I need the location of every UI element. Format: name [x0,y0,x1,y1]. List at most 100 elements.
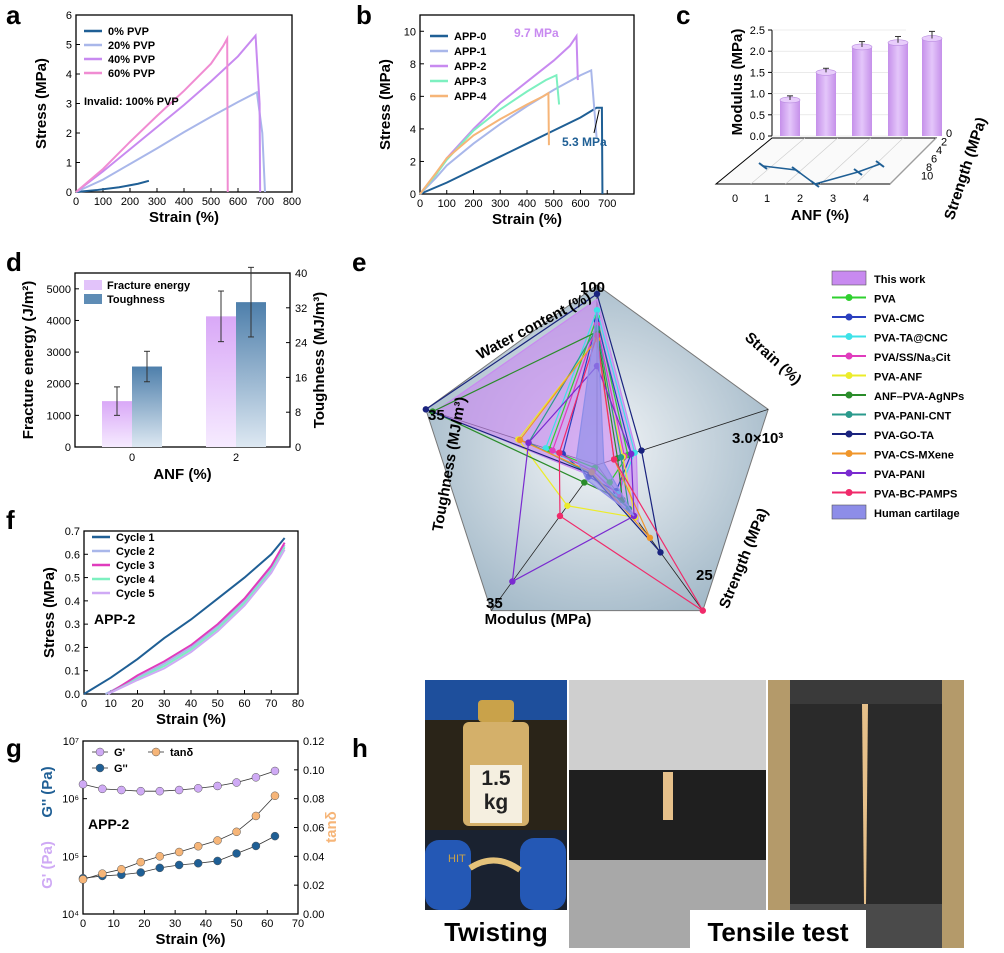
e-legend-label-8: PVA-GO-TA [874,430,934,442]
f-series-line-4 [107,549,286,695]
b-xtick-label: 100 [438,198,456,210]
panel-label-d: d [6,247,22,277]
c-ztick-label: 2.5 [750,25,765,37]
b-xtick-label: 700 [598,198,616,210]
b-legend-label-4: APP-4 [454,91,487,103]
b-legend-label-2: APP-2 [454,61,486,73]
c-ztick-label: 0.5 [750,110,765,122]
a-ytick-label: 4 [66,69,72,81]
e-legend-dot-4 [845,352,853,360]
a-xtick-label: 400 [175,196,193,208]
a-series-line-2 [75,33,262,193]
g-xtick-label: 40 [200,918,212,930]
g-y2label: tanδ [323,811,340,843]
d-y2label: Toughness (MJ/m³) [311,292,328,428]
f-ytick-label: 0.6 [65,549,80,561]
g-point-0-1 [98,784,107,794]
e-point-11-1 [610,456,618,463]
c-xtick-label: 3 [830,193,836,205]
c-ztick-label: 1.5 [750,67,765,79]
chart-g: 0 10 20 30 40 50 60 70 10⁴ 10⁵ 10⁶ 10⁷ 0.00 0.02 0.04 0… [39,736,340,948]
e-point-11-3 [556,512,564,520]
g-point-2-1 [98,869,107,878]
a-legend-label-0: 0% PVP [108,26,149,38]
f-xtick-label: 40 [185,698,197,710]
e-point-11-2 [699,607,707,614]
e-point-9-2 [646,534,654,542]
e-point-8-2 [657,549,664,556]
g-point-2-4 [155,852,165,861]
b-ytick-label: 4 [410,124,416,136]
e-legend-dot-5 [845,372,853,379]
a-xtick-label: 200 [121,196,139,208]
g-point-0-0 [78,780,88,789]
f-xtick-label: 50 [212,698,224,710]
e-series-10 [511,364,635,583]
e-legend-dot-2 [845,313,853,321]
f-xtick-label: 30 [158,698,170,710]
g-point-0-9 [251,773,261,782]
g-legend-label-2: tanδ [170,747,194,759]
tensile-caption-bg [690,910,866,948]
f-xtick-label: 0 [81,698,87,710]
e-point-4-4 [549,447,556,454]
tape-text: HIT [448,853,466,865]
f-series-line-1 [104,544,286,695]
c-bar-4 [922,38,942,137]
e-legend-dot-10 [845,469,853,477]
f-ytick-label: 0.2 [65,642,80,654]
c-ytick-label: 0 [946,128,952,140]
d-y2tick-label: 40 [295,268,307,280]
tensile-caption: Tensile test [707,917,848,947]
f-legend-label-1: Cycle 2 [116,546,155,558]
f-legend-label-3: Cycle 4 [116,574,155,586]
e-legend-label-9: PVA-CS-MXene [874,450,954,462]
a-ylabel: Stress (MPa) [33,58,50,149]
g-xtick-label: 10 [108,918,120,930]
left-glove [425,840,471,910]
e-legend-dot-9 [845,450,853,457]
c-xtick-label: 0 [732,193,738,205]
c-ztick-label: 2.0 [750,46,765,58]
twist-caption-bg [425,910,567,948]
f-ytick-label: 0.5 [65,573,80,585]
c-strength-point-0 [758,162,768,170]
d-ytick-label: 1000 [47,410,71,422]
chart-e: Water content (%) Strain (%)Strength (MPa… [422,270,964,628]
panel-label-b: b [356,0,372,30]
e-legend-label-0: This work [874,274,926,286]
g-point-2-6 [193,841,203,851]
a-xlabel: Strain (%) [149,209,219,226]
b-ytick-label: 6 [410,91,416,103]
f-legend-label-2: Cycle 3 [116,560,155,572]
g-legend-dot-2 [151,747,161,757]
g-xtick-label: 70 [292,918,304,930]
b-xlabel: Strain (%) [492,211,562,228]
c-strength-point-3 [853,168,863,176]
e-legend-dot-8 [845,430,853,438]
panel-label-e: e [352,247,366,277]
e-legend-swatch-12 [831,504,867,520]
chart-c: 0.0 0.5 1.0 1.5 2.0 2.5 Modulus (MPa) 0 1 2 3 4 ANF … [714,25,990,224]
chart-a: 0 100 200 300 400 500 600 700 800 0 1 2 3 4 5 6 Strain (… [33,10,301,226]
g-point-0-4 [155,786,165,796]
e-point-5-3 [564,502,571,509]
e-spoke-3 [490,464,598,611]
b-series-line-1 [419,68,598,195]
g-point-0-5 [174,785,184,795]
g-legend-dot-0 [95,747,105,757]
e-axis-max-3: 35 [486,595,503,612]
c-ztick-label: 1.0 [750,89,765,101]
b-legend-label-3: APP-3 [454,76,486,88]
a-series-line-3 [75,34,229,193]
g-xtick-label: 20 [138,918,150,930]
e-point-10-4 [525,439,532,446]
d-y2tick-label: 24 [295,338,307,350]
a-ytick-label: 1 [66,158,72,170]
f-ytick-label: 0.3 [65,619,80,631]
g-ylabel2: G'' (Pa) [39,766,56,817]
d-ytick-label: 0 [65,442,71,454]
chart-d: 0 1000 2000 3000 4000 5000 0 8 16 24 32 40 0 2 ANF (%)… [20,266,328,483]
e-legend-swatch-0 [831,270,867,286]
e-point-10-1 [628,450,635,458]
